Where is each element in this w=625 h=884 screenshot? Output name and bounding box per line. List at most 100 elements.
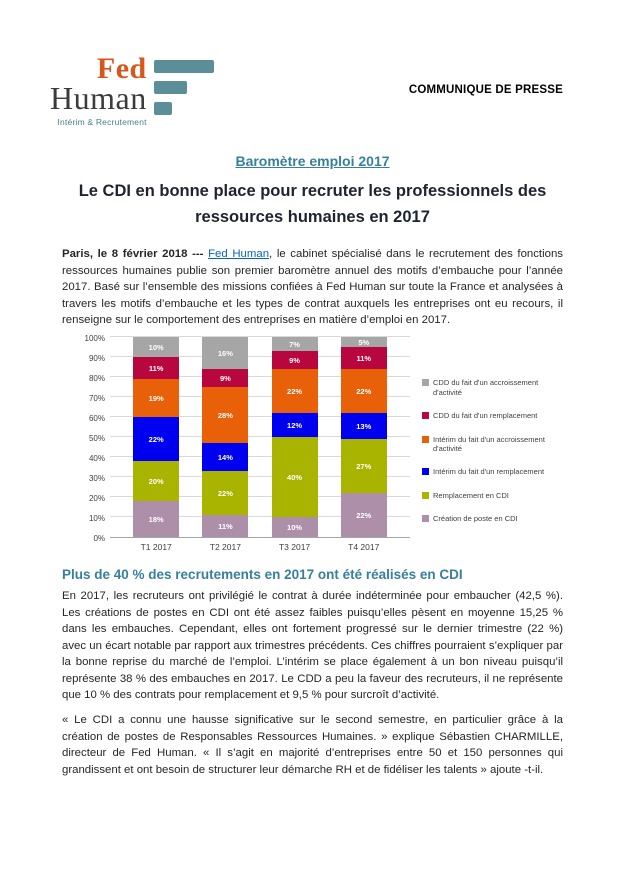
bar-segment-label: 22% [217,488,233,498]
bar-segment: 28% [202,387,249,444]
intro-paragraph-text: , le cabinet spécialisé dans le recrutem… [62,248,563,326]
bar-segment: 10% [133,337,180,358]
bar-segment-label: 27% [356,461,372,471]
legend-swatch-icon [422,468,429,476]
legend-swatch-icon [422,435,429,443]
bars-row: 18% 20% 22% 19% 11% 10% 11% 22% 14% 28% 9% 16% 10% 40… [110,337,410,538]
legend-item: Remplacement en CDI [422,491,563,500]
bar-segment-label: 5% [358,337,370,347]
bar-segment: 7% [271,337,318,352]
bar-segment-label: 9% [289,355,300,365]
bar-segment-label: 14% [217,452,233,462]
gridline [110,336,410,338]
x-axis-tick-label: T4 2017 [348,542,380,553]
bar-column-t3-2017: 10% 40% 12% 22% 9% 7% [271,337,318,538]
bar-segment: 27% [340,439,387,494]
bar-column-t1-2017: 18% 20% 22% 19% 11% 10% [133,337,180,538]
legend-item: Création de poste en CDI [422,514,563,523]
chart-plot-area: 18% 20% 22% 19% 11% 10% 11% 22% 14% 28% 9% 16% 10% 40… [110,336,410,539]
y-axis-tick-label: 40% [88,454,105,464]
logo-word-human: Human [50,79,147,116]
bar-segment: 9% [202,369,249,388]
bar-segment-label: 22% [287,386,303,396]
y-axis-tick-label: 90% [88,354,105,364]
y-axis-tick-label: 100% [84,334,105,344]
bar-segment: 11% [133,357,180,380]
legend-label: CDD du fait d'un remplacement [433,411,538,421]
bar-segment-label: 22% [356,386,372,396]
main-title: Le CDI en bonne place pour recruter les … [78,181,547,226]
legend-swatch-icon [422,515,429,523]
legend-label: Création de poste en CDI [433,514,518,524]
bar-segment-label: 19% [148,393,164,403]
bar-segment: 13% [340,413,387,440]
legend-swatch-icon [422,379,429,387]
bar-segment: 16% [202,337,249,370]
bar-segment-label: 10% [287,522,303,532]
gridline [110,376,410,378]
bar-segment-label: 16% [217,348,233,358]
quote-paragraph: « Le CDI a connu une hausse significativ… [62,714,563,776]
logo-tagline: Intérim & Recrutement [57,116,147,127]
bar-segment: 12% [271,413,318,438]
fed-f-mark-icon [153,60,214,127]
bar-segment-label: 40% [287,472,303,482]
y-axis-tick-label: 20% [88,494,105,504]
bar-segment: 40% [271,437,318,518]
bar-segment: 11% [340,347,387,370]
bar-segment: 22% [202,471,249,516]
chart-plot-wrap: 0% 10% 20% 30% 40% 50% 60% 70% 80% 90% 100% 18% 20%… [80,334,410,552]
gridline [110,476,410,478]
legend-item: CDD du fait d'un remplacement [422,411,563,420]
gridline [110,516,410,518]
x-axis-tick-label: T1 2017 [140,542,172,553]
chart-legend: CDD du fait d'un accroissement d'activit… [410,338,563,552]
bar-segment-label: 13% [356,421,372,431]
f-mark-bar-top [153,60,214,73]
y-axis-tick-label: 10% [88,514,105,524]
gridline [110,396,410,398]
bar-segment-label: 10% [148,342,164,352]
legend-item: CDD du fait d'un accroissement d'activit… [422,378,563,397]
bar-segment-label: 9% [219,373,231,383]
bar-segment: 22% [271,369,318,414]
legend-label: CDD du fait d'un accroissement d'activit… [433,378,539,397]
bar-segment: 9% [271,351,318,370]
legend-swatch-icon [422,491,429,499]
intro-paragraph: Paris, le 8 février 2018 --- Fed Human, … [62,246,563,328]
bar-segment-label: 22% [356,510,372,520]
legend-label: Intérim du fait d'un accroissement d'act… [433,434,545,453]
bar-column-t4-2017: 22% 27% 13% 22% 11% 5% [340,337,387,538]
gridline [110,456,410,458]
press-release-page: Fed Human Intérim & Recrutement COMMUNIQ… [50,50,563,776]
header: Fed Human Intérim & Recrutement COMMUNIQ… [50,50,563,127]
bar-column-t2-2017: 11% 22% 14% 28% 9% 16% [202,337,249,538]
logo-text: Fed Human Intérim & Recrutement [50,50,147,127]
y-axis-tick-label: 30% [88,474,105,484]
fed-human-logo: Fed Human Intérim & Recrutement [50,50,214,127]
logo-word-fed: Fed [96,52,147,85]
f-mark-bar-bottom [153,102,172,115]
bar-segment: 22% [340,369,387,414]
gridline [110,356,410,358]
gridline [110,496,410,498]
bar-segment: 19% [133,379,180,418]
press-release-label: COMMUNIQUE DE PRESSE [408,84,563,96]
bar-segment-label: 7% [289,339,300,349]
y-axis-tick-label: 0% [93,534,105,544]
fed-human-link[interactable]: Fed Human [208,248,270,261]
x-axis-tick-label: T3 2017 [278,542,311,553]
bar-segment: 14% [202,443,249,472]
gridline [110,416,410,418]
bar-segment: 10% [271,517,318,538]
bar-segment-label: 20% [148,476,164,486]
x-axis-tick-label: T2 2017 [209,542,241,553]
x-axis: T1 2017 T2 2017 T3 2017 T4 2017 [110,538,410,552]
bar-segment-label: 12% [287,420,303,430]
bar-segment-label: 11% [218,521,233,531]
bar-segment: 22% [133,417,180,462]
legend-label: Intérim du fait d'un remplacement [433,467,545,477]
y-axis-tick-label: 70% [88,394,105,404]
bar-segment: 22% [340,493,387,538]
legend-swatch-icon [422,412,429,420]
